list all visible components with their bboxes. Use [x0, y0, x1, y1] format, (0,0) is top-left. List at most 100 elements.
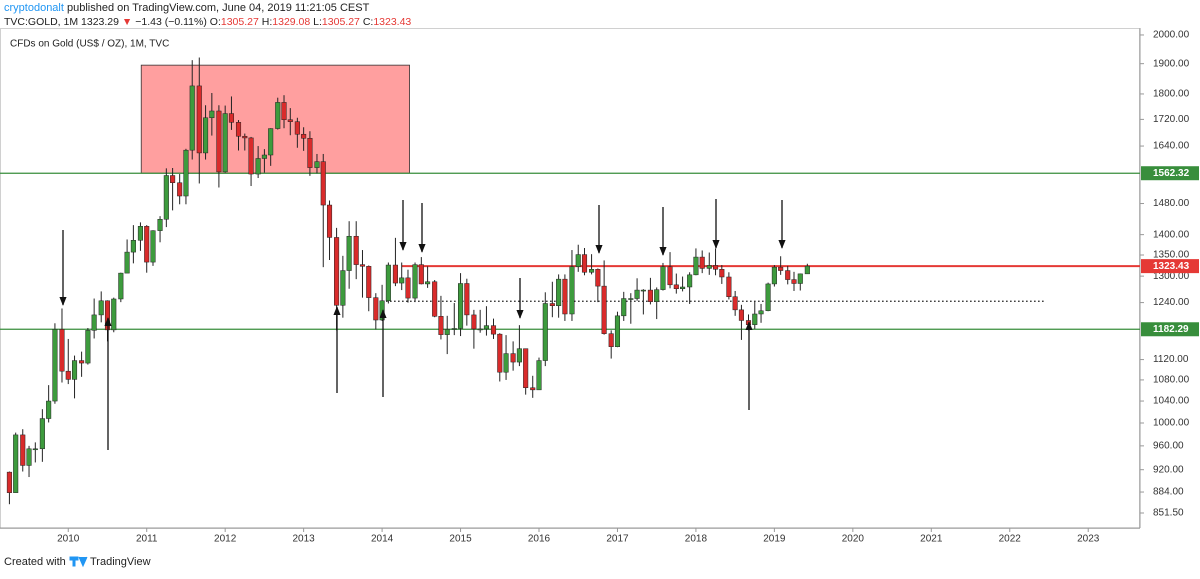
candle-body	[732, 296, 738, 311]
candle-body	[287, 119, 293, 122]
y-tick-label: 1640.00	[1153, 141, 1190, 152]
candle-body	[46, 400, 52, 419]
candle-body	[124, 251, 130, 274]
footer-created: Created with	[4, 556, 66, 568]
candle-body	[713, 265, 719, 270]
y-tick-label: 1400.00	[1153, 229, 1190, 240]
y-tick-label: 1120.00	[1153, 354, 1189, 365]
price-label: 1562.32	[1153, 168, 1190, 179]
candle-body	[326, 204, 333, 238]
x-tick-label: 2020	[842, 534, 865, 545]
candle-body	[752, 313, 758, 325]
candle-body	[340, 270, 346, 306]
candle-body	[562, 278, 568, 315]
candle-body	[301, 133, 307, 139]
y-tick-label: 1800.00	[1153, 89, 1190, 100]
candle-body	[235, 122, 242, 137]
candle-body	[222, 113, 228, 173]
candle-body	[575, 254, 581, 267]
candle-body	[163, 175, 169, 220]
x-tick-label: 2016	[528, 534, 551, 545]
candle-layer	[6, 57, 810, 505]
candle-body	[797, 273, 803, 284]
candle-body	[268, 128, 274, 156]
y-tick-label: 884.00	[1153, 487, 1184, 498]
high-value: 1329.08	[272, 16, 310, 28]
price-label: 1182.29	[1153, 324, 1189, 335]
candle-body	[79, 360, 85, 364]
candle-body	[523, 348, 529, 389]
symbol-line: TVC:GOLD, 1M 1323.29 ▼ −1.43 (−0.11%) O:…	[4, 16, 411, 28]
candle-body	[536, 360, 542, 391]
candle-body	[196, 85, 202, 154]
y-tick-label: 1720.00	[1153, 114, 1190, 125]
y-tick-label: 960.00	[1153, 441, 1184, 452]
candle-body	[464, 283, 470, 316]
level-layer	[0, 172, 1140, 330]
y-tick-label: 1080.00	[1153, 375, 1190, 386]
candle-body	[373, 297, 379, 321]
direction: ▼	[122, 16, 132, 28]
candle-body	[556, 278, 562, 306]
axis-layer: 2000.00 1900.00 1800.00 1720.00 1640.00 1480.…	[57, 30, 1199, 545]
candle-body	[111, 298, 117, 331]
y-tick-label: 1480.00	[1153, 198, 1190, 209]
y-tick-label: 1000.00	[1153, 418, 1190, 429]
candle-body	[640, 289, 646, 292]
x-tick-label: 2017	[606, 534, 629, 545]
candle-body	[294, 121, 300, 135]
x-tick-label: 2023	[1077, 534, 1100, 545]
arrows	[59, 199, 786, 450]
x-tick-label: 2019	[763, 534, 786, 545]
candle-body	[432, 281, 438, 317]
candle-body	[366, 266, 372, 298]
candle-body	[255, 158, 261, 175]
candle-body	[137, 226, 143, 241]
candle-body	[628, 298, 634, 300]
close-label: C:	[363, 16, 374, 28]
open-value: 1305.27	[221, 16, 259, 28]
candle-body	[392, 264, 398, 284]
candle-body	[706, 265, 712, 269]
candle-body	[275, 102, 281, 129]
candle-body	[785, 270, 791, 280]
candle-body	[601, 285, 607, 334]
x-tick-label: 2018	[685, 534, 708, 545]
x-tick-label: 2011	[136, 534, 158, 545]
price-label-box	[1141, 322, 1199, 337]
candle-body	[209, 110, 215, 119]
candle-body	[320, 161, 326, 206]
candle-body	[261, 154, 267, 159]
candle-body	[26, 448, 32, 466]
candle-body	[189, 85, 195, 151]
candle-body	[516, 348, 522, 363]
footer-brand[interactable]: TradingView	[90, 556, 151, 568]
y-tick-label: 1900.00	[1153, 58, 1190, 69]
candle-body	[412, 264, 418, 299]
price-label-box	[1141, 166, 1199, 181]
candle-body	[497, 333, 503, 373]
candle-body	[621, 298, 627, 317]
candle-body	[673, 284, 679, 290]
candle-body	[765, 283, 771, 312]
candle-body	[307, 138, 313, 168]
candle-body	[418, 264, 424, 285]
candle-body	[118, 272, 124, 300]
header-line: cryptodonalt published on TradingView.co…	[4, 2, 370, 14]
candle-body	[791, 279, 797, 284]
candle-body	[471, 314, 477, 330]
candle-body	[242, 135, 248, 139]
candle-body	[647, 289, 653, 302]
candle-body	[59, 329, 65, 372]
candle-body	[353, 235, 359, 265]
high-label: H:	[262, 16, 273, 28]
candle-body	[228, 113, 234, 123]
candle-body	[608, 333, 614, 347]
candle-body	[20, 434, 26, 466]
y-tick-label: 1240.00	[1153, 297, 1190, 308]
candle-body	[490, 325, 497, 335]
author[interactable]: cryptodonalt	[4, 2, 64, 14]
candle-body	[654, 289, 660, 302]
